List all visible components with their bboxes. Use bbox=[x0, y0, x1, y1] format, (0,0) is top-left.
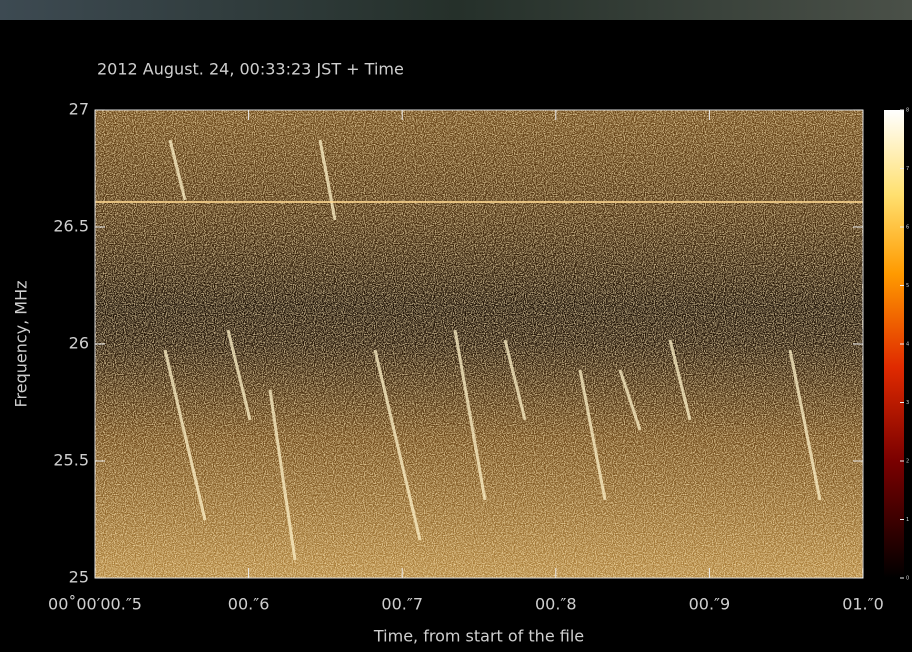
spectrogram bbox=[95, 110, 863, 578]
y-tick-label: 27 bbox=[69, 100, 89, 119]
colorbar-tick-label: 4 bbox=[906, 342, 909, 348]
colorbar-tick-label: 2 bbox=[906, 459, 909, 465]
x-tick-label: 00.″6 bbox=[228, 595, 270, 614]
colorbar-tick-label: 0 bbox=[906, 576, 909, 582]
colorbar bbox=[884, 110, 904, 578]
spectrogram-noise bbox=[95, 110, 863, 578]
x-tick-label: 00.″7 bbox=[381, 595, 423, 614]
chart-title: 2012 August. 24, 00:33:23 JST + Time bbox=[97, 60, 404, 79]
y-tick-label: 25.5 bbox=[53, 451, 89, 470]
y-tick-label: 25 bbox=[69, 568, 89, 587]
x-tick-label: 01.″0 bbox=[842, 595, 884, 614]
y-axis-title: Frequency, MHz bbox=[12, 280, 31, 407]
bursts bbox=[163, 139, 822, 561]
y-tick-label: 26 bbox=[69, 334, 89, 353]
y-tick-label: 26.5 bbox=[53, 217, 89, 236]
colorbar-tick-label: 5 bbox=[906, 283, 909, 289]
x-tick-label: 00.″8 bbox=[535, 595, 577, 614]
x-axis-title: Time, from start of the file bbox=[373, 627, 584, 646]
colorbar-tick-label: 3 bbox=[906, 400, 909, 406]
top-strip bbox=[0, 0, 912, 20]
colorbar-tick-label: 7 bbox=[906, 166, 909, 172]
colorbar-tick-label: 1 bbox=[906, 517, 909, 523]
colorbar-tick-label: 8 bbox=[906, 108, 909, 114]
colorbar-tick-label: 6 bbox=[906, 225, 909, 231]
x-tick-label: 00˚00′00.″5 bbox=[48, 595, 142, 614]
x-tick-label: 00.″9 bbox=[689, 595, 731, 614]
